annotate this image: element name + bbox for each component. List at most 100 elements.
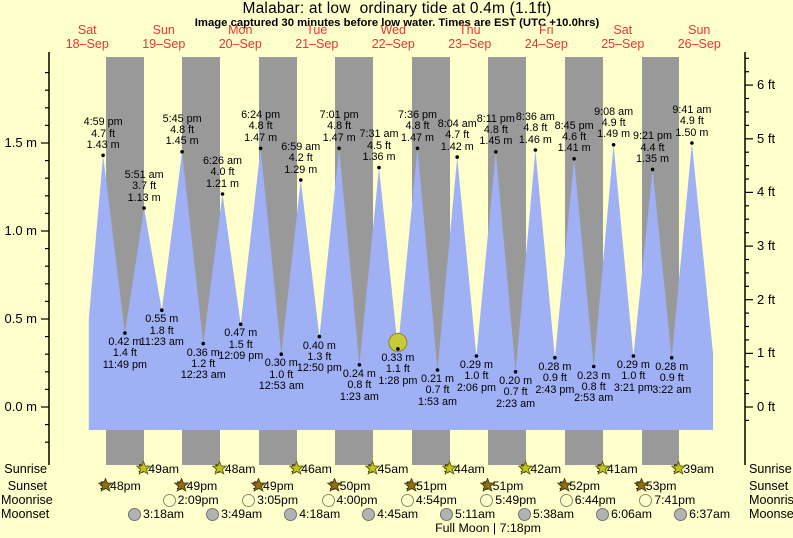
annotation-line: 1.50 m xyxy=(675,126,709,139)
annotation-line: 4.2 ft xyxy=(288,152,313,165)
sunset-time: 5:51pm xyxy=(482,479,524,493)
sunset-time: 5:51pm xyxy=(405,479,447,493)
low-tide-annotation: 0.40 m 1.3 ft 12:50 pm xyxy=(296,340,342,375)
annotation-line: 1.0 ft xyxy=(464,370,489,383)
sunrise-time: 5:46am xyxy=(290,462,332,476)
annotation-line: 11:23 am xyxy=(139,336,184,348)
low-tide-annotation: 0.47 m 1.5 ft 12:09 pm xyxy=(218,327,263,362)
annotation-line: 8:11 pm xyxy=(476,112,515,125)
day-name: Tue xyxy=(306,23,328,37)
annotation-line: 8:36 am xyxy=(515,110,555,123)
low-tide-dot xyxy=(591,364,596,369)
annotation-line: 9:41 am xyxy=(672,103,712,116)
low-tide-annotation: 0.24 m 0.8 ft 1:23 am xyxy=(340,368,379,403)
moonrise-circle-icon xyxy=(162,493,176,507)
day-date: 24–Sep xyxy=(524,37,568,51)
moonset-circle-icon xyxy=(284,507,298,521)
low-tide-annotation: 0.28 m 0.9 ft 2:43 pm xyxy=(535,361,575,396)
low-tide-dot xyxy=(160,308,164,313)
annotation-line: 1.29 m xyxy=(284,163,318,176)
day-name: Thu xyxy=(458,23,481,37)
annotation-line: 1.36 m xyxy=(362,151,396,164)
high-tide-dot xyxy=(220,192,225,196)
sunrise-time: 5:45am xyxy=(367,462,409,476)
annotation-line: 1.21 m xyxy=(205,177,240,190)
high-tide-dot xyxy=(650,167,655,172)
day-date: 18–Sep xyxy=(65,37,109,51)
high-tide-annotation: 9:08 am 4.9 ft 1.49 m xyxy=(594,106,633,141)
day-name: Fri xyxy=(538,23,554,37)
annotation-line: 1.47 m xyxy=(322,131,356,144)
moonrise-entry: 4:54pm xyxy=(400,492,457,508)
low-tide-annotation: 0.42 m 1.4 ft 11:49 pm xyxy=(103,336,147,371)
moonset-entry: 4:18am xyxy=(284,506,340,522)
annotation-line: 4.8 ft xyxy=(170,124,195,136)
moonrise-time: 4:54pm xyxy=(415,493,457,507)
moonset-circle-icon xyxy=(128,507,142,521)
annotation-line: 0.21 m xyxy=(420,373,455,386)
moonrise-entry: 6:44pm xyxy=(559,492,616,508)
annotation-line: 1.35 m xyxy=(636,153,670,165)
annotation-line: 1.41 m xyxy=(557,142,591,155)
right-axis-label: 6 ft xyxy=(757,77,776,93)
annotation-line: 4.8 ft xyxy=(327,120,352,133)
day-name: Sat xyxy=(613,23,633,37)
day-date: 26–Sep xyxy=(677,37,721,51)
high-tide-annotation: 8:04 am 4.7 ft 1.42 m xyxy=(438,118,477,153)
annotation-line: 1.47 m xyxy=(400,131,434,144)
right-axis-label: 4 ft xyxy=(757,184,776,200)
right-axis-label: 5 ft xyxy=(757,130,776,146)
high-tide-annotation: 6:59 am 4.2 ft 1.29 m xyxy=(281,141,320,176)
sunset-star-icon xyxy=(327,478,343,492)
moonset-entry: 6:37am xyxy=(674,506,730,522)
sunset-entry: 5:50pm xyxy=(327,478,370,494)
annotation-line: 2:53 am xyxy=(574,392,614,405)
sunset-star-icon xyxy=(250,478,266,492)
sunset-entry: 5:49pm xyxy=(174,478,217,494)
sunrise-star-icon xyxy=(671,461,686,475)
annotation-line: 12:50 pm xyxy=(296,362,342,375)
annotation-line: 0.30 m xyxy=(264,357,298,370)
moonrise-circle-icon xyxy=(400,493,414,507)
sunrise-star-icon xyxy=(518,461,534,475)
moonrise-time: 5:49pm xyxy=(495,493,537,507)
sunrise-entry: 5:44am xyxy=(441,461,485,477)
day-label: Sat 18–Sep xyxy=(66,23,109,51)
sunset-row-label-left: Sunset xyxy=(7,479,47,493)
right-axis-label: 2 ft xyxy=(757,291,776,307)
day-label: Mon 20–Sep xyxy=(219,23,262,51)
sunset-star-icon xyxy=(633,478,649,492)
high-tide-annotation: 8:36 am 4.8 ft 1.46 m xyxy=(515,110,555,146)
annotation-line: 3:22 am xyxy=(652,383,692,396)
sunrise-star-icon xyxy=(288,461,304,475)
annotation-line: 0.29 m xyxy=(616,358,650,371)
moonset-circle-icon xyxy=(595,507,609,521)
sunset-time: 5:50pm xyxy=(329,479,371,493)
annotation-line: 0.33 m xyxy=(381,351,415,364)
annotation-line: 4.4 ft xyxy=(640,141,665,154)
low-tide-dot xyxy=(435,368,440,372)
low-tide-dot xyxy=(357,363,362,367)
moonrise-circle-icon xyxy=(480,493,494,507)
annotation-line: 1.46 m xyxy=(518,133,552,146)
sunset-time: 5:52pm xyxy=(558,479,600,493)
sunrise-time: 5:49am xyxy=(138,462,180,476)
right-axis-label: 3 ft xyxy=(757,238,776,254)
annotation-line: 0.9 ft xyxy=(659,372,684,385)
moonset-time: 3:18am xyxy=(143,507,185,521)
moonset-time: 5:38am xyxy=(532,507,574,521)
annotation-line: 1.43 m xyxy=(86,138,120,151)
high-tide-dot xyxy=(299,178,303,182)
annotation-line: 7:36 pm xyxy=(397,109,437,122)
annotation-line: 1.2 ft xyxy=(191,358,216,371)
left-axis-label: 0.0 m xyxy=(4,399,37,414)
high-tide-dot xyxy=(377,165,381,170)
low-tide-annotation: 0.33 m 1.1 ft 1:28 pm xyxy=(378,351,417,387)
annotation-line: 2:06 pm xyxy=(456,381,496,394)
moonrise-entry: 4:00pm xyxy=(321,492,378,508)
moonrise-entry: 5:49pm xyxy=(480,492,536,508)
annotation-line: 2:43 pm xyxy=(535,383,575,396)
annotation-line: 6:24 pm xyxy=(241,109,281,122)
right-axis-label: 1 ft xyxy=(757,345,776,361)
moonrise-time: 3:05pm xyxy=(257,493,299,507)
